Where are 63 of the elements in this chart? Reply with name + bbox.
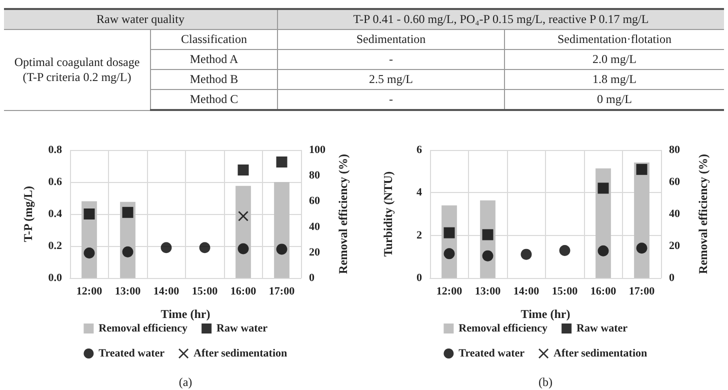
- text: Classification: [150, 30, 278, 50]
- text: Sedimentation·flotation: [504, 30, 724, 50]
- text: 2.0 mg/L: [504, 50, 724, 70]
- x-tick-label: 13:00: [114, 286, 142, 298]
- x-axis-title: Time (hr): [160, 307, 210, 321]
- text: T-P 0.41 - 0.60 mg/L, PO₄-P 0.15 mg/L, reactive P 0.17 mg/L: [278, 9, 724, 30]
- x-tick-label: 17:00: [628, 286, 656, 298]
- y2-axis-title: Removal efficiency (%): [696, 154, 710, 274]
- text: (b): [538, 375, 553, 389]
- y2-tick-label: 80: [669, 144, 680, 156]
- y2-axis-title: Removal efficiency (%): [336, 154, 350, 274]
- y-tick-label: 0: [416, 272, 422, 284]
- text: Method A: [150, 50, 278, 70]
- text: Method C: [150, 90, 278, 110]
- y2-tick-label: 20: [669, 240, 680, 252]
- y2-tick-label: 40: [669, 208, 680, 220]
- y-tick-label: 4: [416, 186, 422, 199]
- x-tick-label: 13:00: [474, 286, 502, 298]
- legend-label: Raw water: [576, 322, 628, 334]
- text: 1.8 mg/L: [504, 70, 724, 90]
- text: Raw water quality: [4, 9, 278, 30]
- y-tick-label: 0.6: [48, 176, 62, 188]
- legend-label: Removal efficiency: [98, 322, 188, 334]
- y-tick-label: 2: [416, 229, 422, 242]
- text: Sedimentation: [278, 30, 504, 50]
- x-tick-label: 14:00: [513, 286, 540, 298]
- text: 2.5 mg/L: [278, 70, 504, 90]
- y-tick-label: 6: [416, 144, 422, 156]
- text: Method B: [150, 70, 278, 90]
- legend-label: After sedimentation: [554, 348, 648, 360]
- y-tick-label: 0.0: [48, 272, 62, 284]
- x-tick-label: 16:00: [590, 286, 617, 298]
- x-tick-label: 12:00: [436, 286, 463, 298]
- x-tick-label: 15:00: [552, 286, 578, 298]
- y2-tick-label: 0: [669, 272, 675, 284]
- y2-tick-label: 80: [309, 170, 320, 182]
- y-tick-label: 0.4: [48, 208, 62, 220]
- y2-tick-label: 20: [309, 246, 320, 258]
- legend-label: After sedimentation: [194, 348, 288, 360]
- legend-label: Raw water: [216, 322, 268, 334]
- y2-tick-label: 0: [309, 272, 315, 284]
- y2-tick-label: 60: [669, 176, 680, 188]
- text: -: [278, 50, 504, 70]
- y-tick-label: 0.8: [48, 144, 62, 156]
- y-axis-title: T-P (mg/L): [21, 186, 35, 242]
- x-tick-label: 12:00: [76, 286, 103, 298]
- legend-label: Removal efficiency: [458, 322, 548, 334]
- legend-label: Treated water: [98, 348, 165, 360]
- y-tick-label: 0.2: [48, 240, 62, 252]
- text: (a): [178, 375, 192, 389]
- y2-tick-label: 40: [309, 220, 320, 233]
- text: Optimal coagulant dosage (T-P criteria 0.2 mg/L): [4, 30, 150, 110]
- x-tick-label: 16:00: [230, 286, 257, 298]
- x-tick-label: 15:00: [192, 286, 218, 298]
- text: -: [278, 90, 504, 110]
- x-axis-title: Time (hr): [520, 307, 570, 321]
- x-tick-label: 14:00: [153, 286, 180, 298]
- text: 0 mg/L: [504, 90, 724, 110]
- y2-tick-label: 60: [309, 195, 320, 208]
- x-tick-label: 17:00: [268, 286, 296, 298]
- y-axis-title: Turbidity (NTU): [381, 171, 395, 257]
- y2-tick-label: 100: [309, 144, 326, 156]
- legend-label: Treated water: [458, 348, 525, 360]
